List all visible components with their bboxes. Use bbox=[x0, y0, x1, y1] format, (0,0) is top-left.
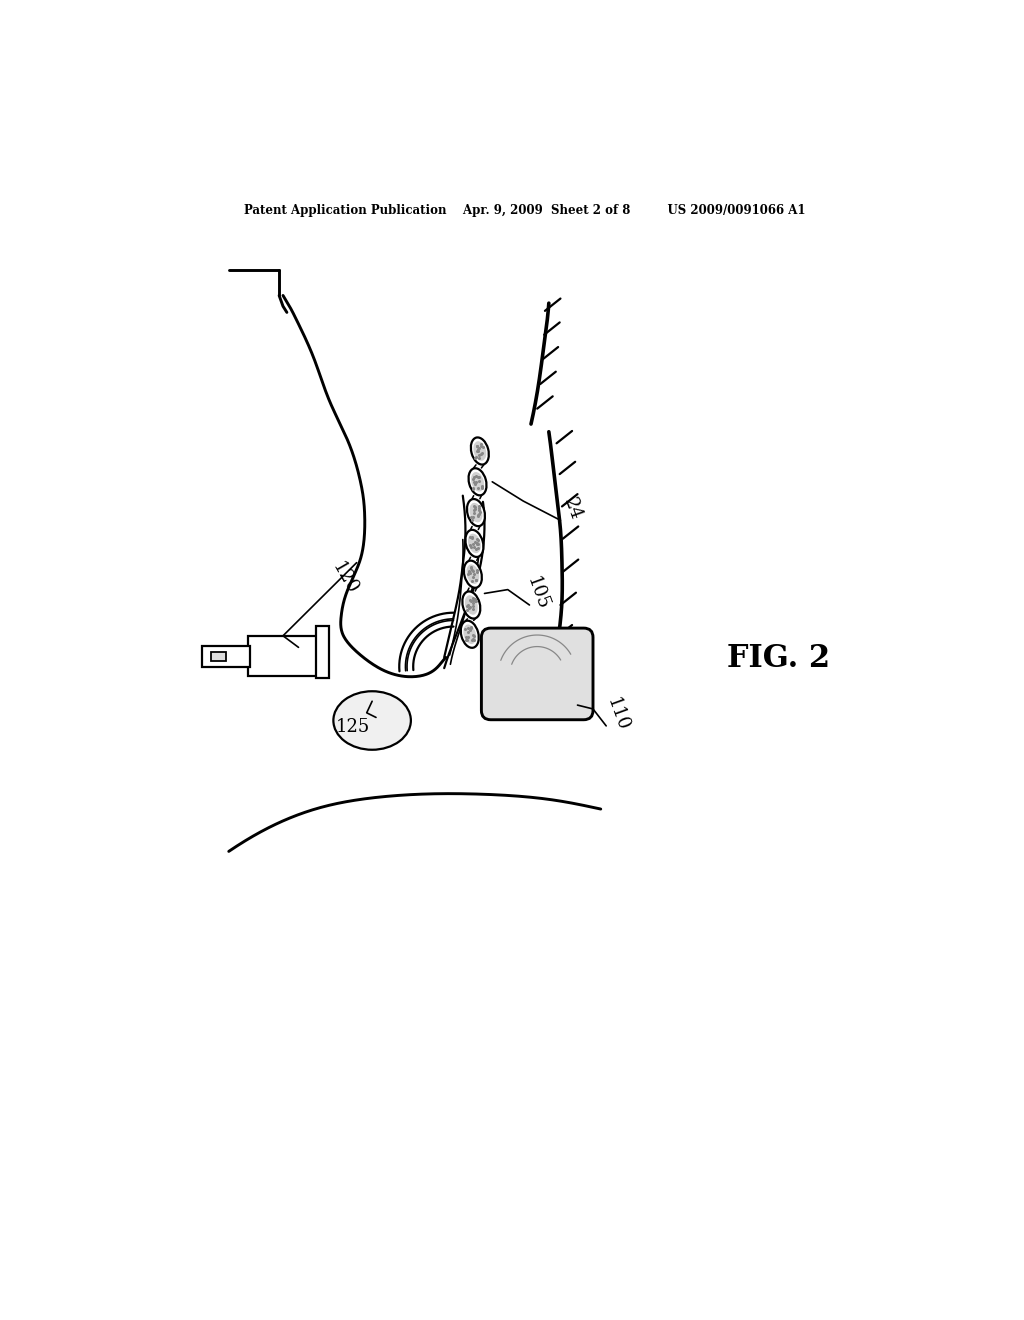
FancyBboxPatch shape bbox=[211, 652, 226, 661]
Ellipse shape bbox=[465, 595, 478, 615]
FancyBboxPatch shape bbox=[316, 626, 329, 678]
Ellipse shape bbox=[461, 620, 479, 648]
Ellipse shape bbox=[469, 503, 482, 523]
Text: 110: 110 bbox=[603, 696, 632, 734]
Ellipse shape bbox=[462, 591, 480, 619]
Ellipse shape bbox=[471, 473, 484, 491]
Text: 24: 24 bbox=[560, 495, 585, 523]
Ellipse shape bbox=[469, 469, 486, 495]
Ellipse shape bbox=[468, 533, 481, 553]
FancyBboxPatch shape bbox=[248, 636, 317, 676]
Ellipse shape bbox=[473, 441, 486, 461]
Ellipse shape bbox=[467, 499, 485, 527]
FancyBboxPatch shape bbox=[481, 628, 593, 719]
Text: 120: 120 bbox=[329, 558, 361, 598]
Ellipse shape bbox=[463, 624, 476, 644]
Ellipse shape bbox=[466, 529, 483, 557]
Ellipse shape bbox=[464, 561, 482, 587]
FancyBboxPatch shape bbox=[202, 645, 250, 668]
Text: FIG. 2: FIG. 2 bbox=[727, 643, 830, 675]
Text: 105: 105 bbox=[523, 574, 552, 612]
Ellipse shape bbox=[466, 565, 479, 583]
Text: Patent Application Publication    Apr. 9, 2009  Sheet 2 of 8         US 2009/009: Patent Application Publication Apr. 9, 2… bbox=[244, 205, 806, 218]
Text: 125: 125 bbox=[336, 718, 370, 735]
Ellipse shape bbox=[334, 692, 411, 750]
Ellipse shape bbox=[471, 437, 488, 465]
